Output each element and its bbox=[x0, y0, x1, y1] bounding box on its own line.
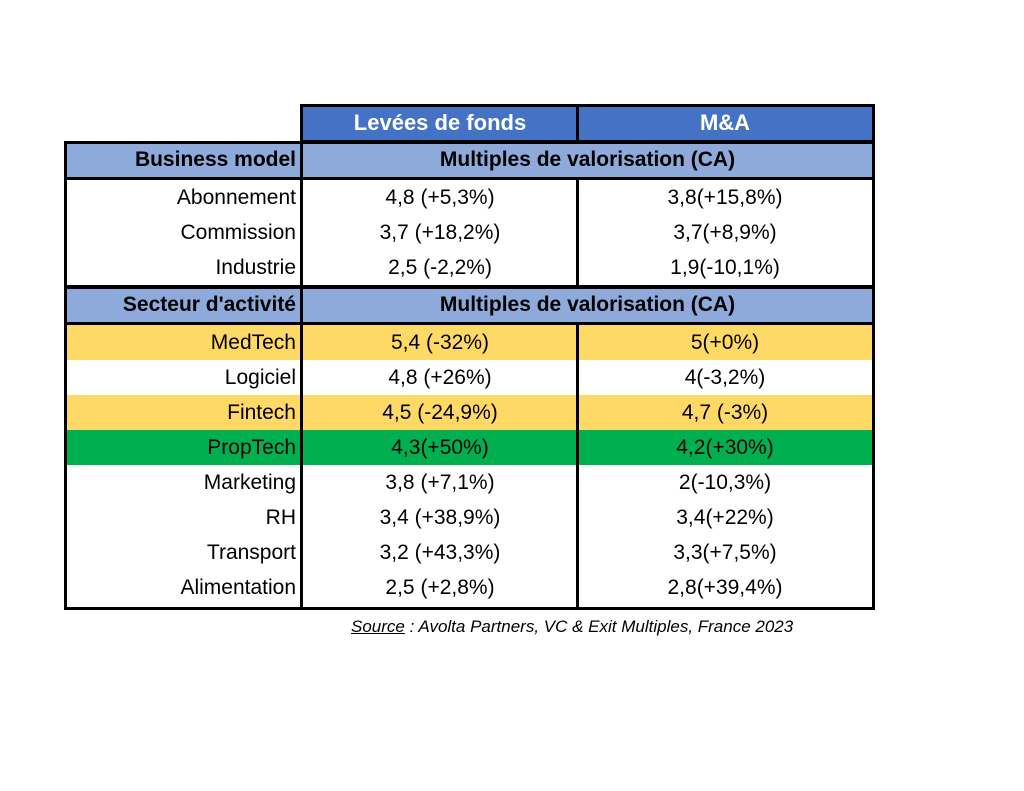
cell-ma-alimentation: 2,8(+39,4%) bbox=[667, 576, 783, 599]
divider-col2-top bbox=[576, 104, 579, 143]
section-secteur-title: Multiples de valorisation (CA) bbox=[303, 288, 872, 323]
cell-funding-medtech: 5,4 (-32%) bbox=[303, 325, 577, 360]
header-levees-de-fonds: Levées de fonds bbox=[303, 106, 577, 141]
cell-ma-proptech: 4,2(+30%) bbox=[578, 430, 872, 465]
section-business-model-label: Business model bbox=[67, 143, 302, 178]
divider-col2-s1 bbox=[576, 178, 579, 288]
row-label-fintech: Fintech bbox=[67, 395, 302, 430]
row-label-marketing: Marketing bbox=[203, 471, 296, 494]
cell-funding-logiciel: 4,8 (+26%) bbox=[388, 366, 492, 389]
cell-ma-industrie: 1,9(-10,1%) bbox=[670, 256, 780, 279]
cell-funding-rh: 3,4 (+38,9%) bbox=[379, 506, 501, 529]
cell-funding-transport: 3,2 (+43,3%) bbox=[379, 541, 501, 564]
row-label-commission: Commission bbox=[180, 221, 296, 244]
row-label-medtech: MedTech bbox=[67, 325, 302, 360]
cell-ma-logiciel: 4(-3,2%) bbox=[684, 366, 766, 389]
row-label-rh: RH bbox=[265, 506, 296, 529]
cell-ma-transport: 3,3(+7,5%) bbox=[673, 541, 777, 564]
cell-funding-industrie: 2,5 (-2,2%) bbox=[388, 256, 492, 279]
cell-funding-alimentation: 2,5 (+2,8%) bbox=[385, 576, 495, 599]
cell-funding-fintech: 4,5 (-24,9%) bbox=[303, 395, 577, 430]
row-label-logiciel: Logiciel bbox=[224, 366, 296, 389]
divider-col1 bbox=[300, 141, 303, 610]
cell-ma-commission: 3,7(+8,9%) bbox=[673, 221, 777, 244]
row-label-transport: Transport bbox=[206, 541, 296, 564]
section-business-model-title: Multiples de valorisation (CA) bbox=[303, 143, 872, 178]
cell-ma-medtech: 5(+0%) bbox=[578, 325, 872, 360]
cell-funding-marketing: 3,8 (+7,1%) bbox=[385, 471, 495, 494]
row-label-alimentation: Alimentation bbox=[180, 576, 296, 599]
source-text: : Avolta Partners, VC & Exit Multiples, … bbox=[404, 617, 794, 636]
cell-funding-abonnement: 4,8 (+5,3%) bbox=[385, 186, 495, 209]
cell-ma-abonnement: 3,8(+15,8%) bbox=[667, 186, 783, 209]
row-label-abonnement: Abonnement bbox=[176, 186, 296, 209]
divider-col2-s2 bbox=[576, 323, 579, 610]
cell-ma-rh: 3,4(+22%) bbox=[676, 506, 774, 529]
cell-funding-commission: 3,7 (+18,2%) bbox=[379, 221, 501, 244]
row-label-proptech: PropTech bbox=[67, 430, 302, 465]
cell-funding-proptech: 4,3(+50%) bbox=[303, 430, 577, 465]
border-section1 bbox=[64, 141, 875, 288]
border-section2 bbox=[64, 286, 875, 610]
source-note: Source : Avolta Partners, VC & Exit Mult… bbox=[351, 617, 793, 637]
section-secteur-label: Secteur d'activité bbox=[67, 288, 302, 323]
source-label: Source bbox=[351, 617, 405, 636]
border-top-header bbox=[300, 104, 875, 143]
divider-s1-header bbox=[64, 177, 875, 180]
divider-s2-header bbox=[64, 322, 875, 325]
cell-ma-marketing: 2(-10,3%) bbox=[678, 471, 772, 494]
row-label-industrie: Industrie bbox=[215, 256, 296, 279]
header-ma: M&A bbox=[578, 106, 872, 141]
cell-ma-fintech: 4,7 (-3%) bbox=[578, 395, 872, 430]
